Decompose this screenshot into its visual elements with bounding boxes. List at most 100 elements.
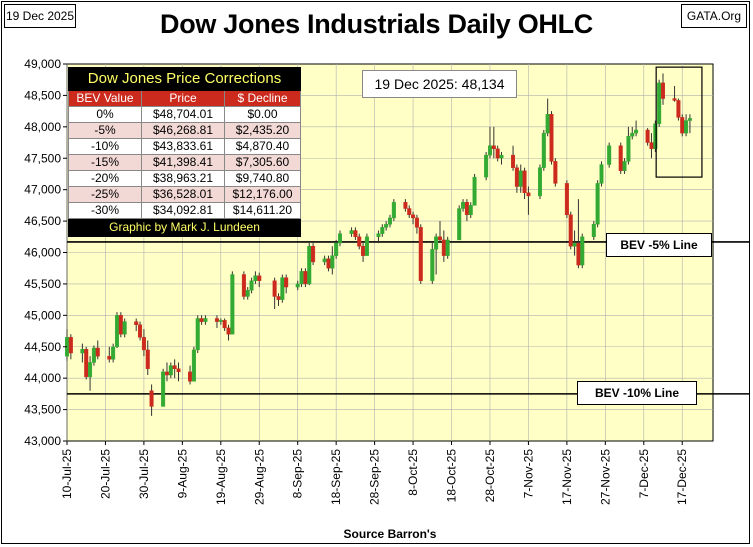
candle [214,315,219,328]
table-row: -20% $38,963.21 $9,740.80 [68,170,301,187]
candle [257,272,262,288]
candle [595,180,600,228]
candle-body [487,145,492,156]
candle-body [595,183,600,225]
candle [176,362,181,382]
candle-body [388,217,393,225]
candle [380,224,385,237]
candle-body [172,365,177,369]
candle-body [80,349,85,354]
candle [676,98,681,121]
candle-body [230,274,235,335]
candle-body [441,239,446,256]
candle-body [645,129,650,143]
table-row: -10% $43,833.61 $4,870.40 [68,138,301,155]
candle-body [568,214,573,247]
x-tick-label: 18-Oct-25 [445,449,459,503]
candle [572,230,577,256]
highlight-box [655,66,703,178]
candle [549,111,554,165]
y-tick-label: 43,000 [24,434,61,448]
candle-body [414,217,419,228]
decline-cell: $2,435.20 [224,122,301,139]
candle [91,345,96,366]
candle-body [303,271,308,285]
candle [484,151,489,181]
candle [618,142,623,174]
price-cell: $41,398.41 [141,154,225,171]
candle-body [380,227,385,234]
candle-body [376,233,381,237]
candle-body [618,145,623,172]
candle [111,343,116,363]
x-tick-label: 30-Jul-25 [137,449,151,499]
y-tick-label: 44,500 [24,340,61,354]
candle [122,318,127,338]
candle-body [434,236,439,250]
candle-body [299,271,304,285]
candle [430,243,435,284]
x-tick-label: 28-Oct-25 [483,449,497,503]
bev-value-cell: -30% [68,202,142,219]
candle [272,277,277,310]
candle-body [661,82,666,99]
candle-body [138,324,143,338]
candle-body [168,365,173,376]
candle-body [68,337,73,354]
candle [622,158,627,174]
bev-10-line-label: BEV -10% Line [577,381,697,405]
candle [330,246,335,275]
candle [564,180,569,218]
candle [657,79,662,127]
candle-body [107,355,112,360]
candle [191,346,196,382]
candle [253,271,258,284]
candle-body [176,368,181,373]
candle-body [676,100,681,118]
x-tick-label: 29-Aug-25 [252,449,266,505]
candle [353,227,358,240]
decline-cell: $9,740.80 [224,170,301,187]
x-axis-ticks: 10-Jul-25 20-Jul-25 30-Jul-25 9-Aug-25 19-Au… [60,441,689,505]
candle [391,199,396,222]
candle [541,129,546,171]
candle-body [118,315,123,335]
candle-body [580,236,585,266]
candle [491,126,496,159]
candle [311,243,316,266]
y-tick-label: 47,000 [24,183,61,197]
price-cell: $36,528.01 [141,186,225,203]
candle [249,277,254,294]
candle [576,199,581,269]
x-tick-label: 7-Dec-25 [637,449,651,499]
candle [457,205,462,241]
source-note: Source Barron's [343,527,437,541]
table-row: 0% $48,704.01 $0.00 [68,106,301,123]
candle-body [391,202,396,219]
candle [145,340,150,376]
candle-body [384,224,389,228]
candle [441,230,446,262]
candle-body [161,371,166,407]
decline-cell: $12,176.00 [224,186,301,203]
candle [168,362,173,379]
candle [687,114,692,134]
table-title: Dow Jones Price Corrections [68,67,301,91]
candle [203,315,208,325]
candle-body [295,283,300,288]
candle-body [464,202,469,216]
y-axis-ticks: 43,000 43,500 44,000 44,500 45,000 45,500 46,0… [24,57,67,448]
candle [634,120,639,137]
candle [418,224,423,284]
candle [599,161,604,187]
candle-body [88,362,93,378]
candle-body [522,170,527,194]
candle [222,318,227,332]
candle-body [353,230,358,237]
candle-body [284,277,289,288]
candle [607,142,612,168]
candle-body [630,132,635,137]
candle [487,126,492,159]
candle [80,343,85,363]
candle-body [680,117,685,134]
